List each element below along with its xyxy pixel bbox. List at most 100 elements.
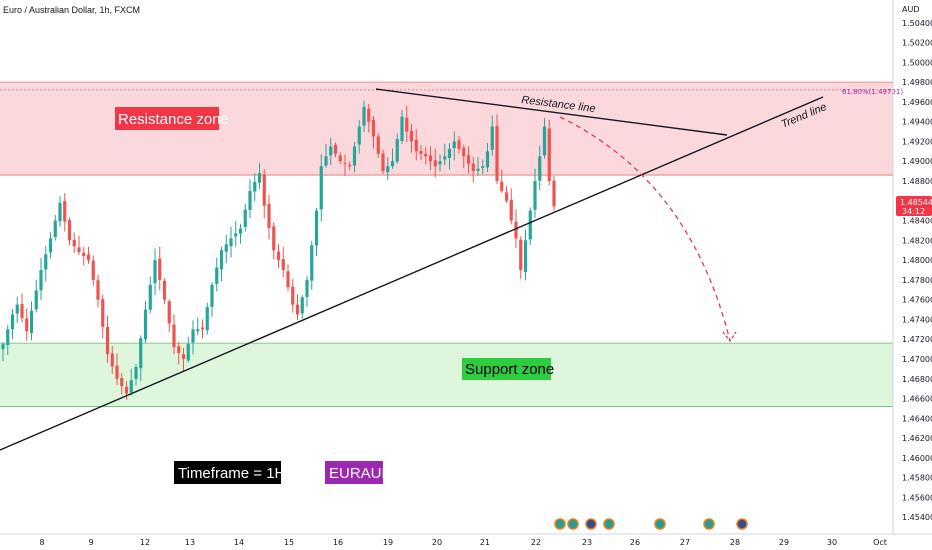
candle-body[interactable] bbox=[224, 244, 228, 252]
candle-body[interactable] bbox=[400, 116, 404, 141]
candle-body[interactable] bbox=[324, 156, 328, 166]
symbol-label-box[interactable] bbox=[325, 461, 383, 484]
candle-body[interactable] bbox=[105, 327, 110, 355]
candle-body[interactable] bbox=[181, 354, 186, 359]
candle-body[interactable] bbox=[433, 160, 437, 167]
time-axis[interactable]: 8 9 12 13 14 15 16 19 20 21 22 23 26 27 28 29 30 Oct bbox=[0, 533, 932, 547]
candle-body[interactable] bbox=[67, 220, 72, 241]
candle-body[interactable] bbox=[158, 258, 162, 280]
candle-body[interactable] bbox=[481, 166, 485, 168]
candle-body[interactable] bbox=[200, 327, 205, 330]
candle-body[interactable] bbox=[210, 284, 214, 307]
candle-body[interactable] bbox=[533, 181, 537, 210]
candle-body[interactable] bbox=[86, 254, 91, 261]
candle-body[interactable] bbox=[153, 260, 157, 284]
candle-body[interactable] bbox=[338, 155, 342, 162]
candle-body[interactable] bbox=[20, 304, 24, 318]
candle-body[interactable] bbox=[371, 119, 376, 137]
candle-body[interactable] bbox=[528, 210, 532, 240]
candle-body[interactable] bbox=[476, 168, 480, 171]
timeframe-label-box[interactable] bbox=[174, 461, 281, 484]
candle-body[interactable] bbox=[253, 182, 257, 192]
candle-body[interactable] bbox=[495, 125, 499, 182]
calendar-event-icon[interactable] bbox=[654, 518, 666, 530]
candle-body[interactable] bbox=[519, 239, 523, 270]
candle-body[interactable] bbox=[414, 139, 418, 152]
candle-body[interactable] bbox=[77, 247, 81, 253]
candle-body[interactable] bbox=[110, 353, 114, 367]
candle-body[interactable] bbox=[462, 147, 466, 157]
candle-body[interactable] bbox=[172, 324, 176, 348]
candle-body[interactable] bbox=[276, 251, 281, 261]
candle-body[interactable] bbox=[134, 366, 138, 379]
candle-body[interactable] bbox=[500, 181, 504, 191]
candle-body[interactable] bbox=[333, 144, 338, 154]
candle-body[interactable] bbox=[229, 238, 233, 247]
support-zone-band[interactable] bbox=[0, 343, 893, 407]
calendar-event-icon[interactable] bbox=[554, 518, 566, 530]
candle-body[interactable] bbox=[143, 309, 148, 340]
candle-body[interactable] bbox=[490, 126, 494, 150]
candle-body[interactable] bbox=[547, 128, 551, 182]
candle-body[interactable] bbox=[329, 146, 333, 156]
candle-body[interactable] bbox=[248, 190, 252, 211]
candle-body[interactable] bbox=[162, 280, 167, 300]
candle-body[interactable] bbox=[6, 329, 10, 345]
candle-body[interactable] bbox=[186, 344, 190, 361]
candle-body[interactable] bbox=[205, 307, 209, 331]
last-price-tag[interactable]: 1.48544 34:12 bbox=[896, 196, 932, 216]
candle-body[interactable] bbox=[101, 299, 105, 327]
candle-body[interactable] bbox=[381, 153, 385, 172]
candle-body[interactable] bbox=[48, 238, 53, 253]
candle-body[interactable] bbox=[504, 192, 509, 201]
candle-body[interactable] bbox=[523, 240, 528, 272]
candle-body[interactable] bbox=[291, 286, 295, 305]
candle-body[interactable] bbox=[262, 174, 266, 206]
candle-body[interactable] bbox=[485, 151, 490, 168]
candle-body[interactable] bbox=[91, 260, 95, 280]
candle-body[interactable] bbox=[457, 140, 461, 149]
candle-body[interactable] bbox=[139, 338, 143, 369]
candle-body[interactable] bbox=[257, 173, 262, 183]
candle-body[interactable] bbox=[310, 245, 314, 281]
candle-body[interactable] bbox=[419, 151, 423, 154]
candle-body[interactable] bbox=[300, 297, 304, 314]
candle-body[interactable] bbox=[542, 126, 547, 156]
price-axis[interactable]: AUD 1.45400 1.45600 1.45800 1.46000 1.46200 1… bbox=[892, 0, 932, 534]
candle-body[interactable] bbox=[72, 240, 76, 247]
candle-body[interactable] bbox=[177, 346, 181, 354]
candle-body[interactable] bbox=[96, 280, 100, 300]
candle-body[interactable] bbox=[25, 318, 29, 332]
candle-body[interactable] bbox=[390, 161, 395, 167]
candle-body[interactable] bbox=[376, 136, 380, 154]
candle-body[interactable] bbox=[53, 220, 57, 238]
candle-body[interactable] bbox=[167, 301, 171, 324]
trend-line[interactable] bbox=[0, 96, 824, 451]
candle-body[interactable] bbox=[314, 210, 319, 246]
candle-body[interactable] bbox=[234, 233, 238, 237]
candle-body[interactable] bbox=[452, 141, 456, 149]
candle-body[interactable] bbox=[115, 365, 119, 379]
candle-body[interactable] bbox=[538, 156, 542, 181]
calendar-event-icon[interactable] bbox=[567, 518, 579, 530]
candle-body[interactable] bbox=[39, 270, 43, 291]
candle-body[interactable] bbox=[267, 203, 271, 228]
candle-body[interactable] bbox=[219, 250, 224, 270]
candle-body[interactable] bbox=[357, 126, 361, 145]
candle-body[interactable] bbox=[124, 386, 129, 394]
candle-body[interactable] bbox=[215, 267, 219, 285]
candle-body[interactable] bbox=[438, 161, 442, 165]
candle-body[interactable] bbox=[395, 139, 399, 162]
candle-body[interactable] bbox=[10, 314, 15, 330]
candle-body[interactable] bbox=[305, 279, 309, 298]
candle-body[interactable] bbox=[428, 155, 433, 162]
candle-body[interactable] bbox=[319, 166, 323, 210]
candle-body[interactable] bbox=[367, 108, 371, 122]
candle-body[interactable] bbox=[362, 106, 366, 126]
flag-event-icon[interactable] bbox=[736, 518, 748, 530]
candle-body[interactable] bbox=[15, 304, 19, 314]
calendar-event-icon[interactable] bbox=[703, 518, 715, 530]
candle-body[interactable] bbox=[1, 344, 5, 350]
candle-body[interactable] bbox=[58, 202, 62, 222]
